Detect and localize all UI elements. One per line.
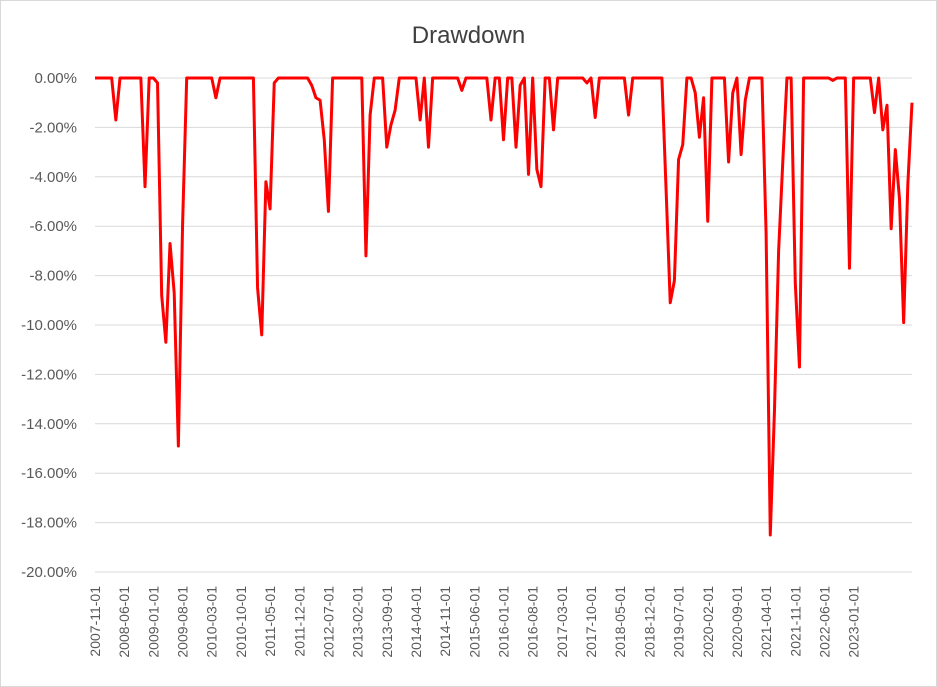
x-tick-label: 2022-06-01	[816, 586, 832, 658]
gridlines	[95, 77, 912, 573]
x-tick-label: 2015-06-01	[466, 586, 482, 658]
x-tick-label: 2013-09-01	[379, 586, 395, 658]
x-tick-label: 2014-04-01	[408, 586, 424, 658]
x-tick-label: 2010-03-01	[204, 586, 220, 658]
x-tick-label: 2014-11-01	[437, 586, 453, 657]
y-tick-label: -16.00%	[21, 465, 77, 482]
x-tick-label: 2007-11-01	[87, 586, 103, 657]
chart-title: Drawdown	[411, 22, 526, 49]
x-tick-label: 2021-04-01	[758, 586, 774, 658]
x-tick-label: 2009-08-01	[175, 586, 191, 658]
x-tick-label: 2018-05-01	[612, 586, 628, 658]
x-tick-label: 2023-01-01	[846, 586, 862, 658]
y-tick-label: -14.00%	[21, 416, 77, 433]
x-tick-label: 2009-01-01	[145, 586, 161, 658]
x-tick-label: 2016-01-01	[496, 586, 512, 658]
x-tick-label: 2018-12-01	[641, 586, 657, 658]
y-tick-label: -18.00%	[21, 515, 77, 532]
y-tick-label: -12.00%	[21, 366, 77, 383]
x-tick-label: 2010-10-01	[233, 586, 249, 658]
y-tick-label: 0.00%	[34, 70, 77, 87]
y-tick-label: -10.00%	[21, 317, 77, 334]
x-tick-label: 2017-10-01	[583, 586, 599, 658]
x-tick-label: 2008-06-01	[116, 586, 132, 658]
x-tick-label: 2020-09-01	[729, 586, 745, 658]
x-tick-label: 2020-02-01	[700, 586, 716, 658]
x-tick-label: 2011-05-01	[262, 586, 278, 657]
y-axis-tick-labels: 0.00% -2.00% -4.00% -6.00% -8.00% -10.00% -12.…	[21, 70, 77, 581]
x-tick-label: 2016-08-01	[525, 586, 541, 658]
y-tick-label: -8.00%	[29, 268, 77, 285]
y-tick-label: -20.00%	[21, 564, 77, 581]
x-tick-label: 2012-07-01	[320, 586, 336, 658]
x-tick-label: 2013-02-01	[350, 586, 366, 658]
y-tick-label: -4.00%	[29, 169, 77, 186]
drawdown-line	[95, 76, 914, 537]
y-tick-label: -6.00%	[29, 218, 77, 235]
drawdown-series	[95, 76, 914, 537]
y-tick-label: -2.00%	[29, 119, 77, 136]
x-tick-label: 2017-03-01	[554, 586, 570, 658]
x-tick-label: 2021-11-01	[787, 586, 803, 657]
x-axis-tick-labels: 2007-11-01 2008-06-01 2009-01-01 2009-08-01…	[87, 586, 862, 658]
x-tick-label: 2011-12-01	[291, 586, 307, 657]
x-tick-label: 2019-07-01	[671, 586, 687, 658]
